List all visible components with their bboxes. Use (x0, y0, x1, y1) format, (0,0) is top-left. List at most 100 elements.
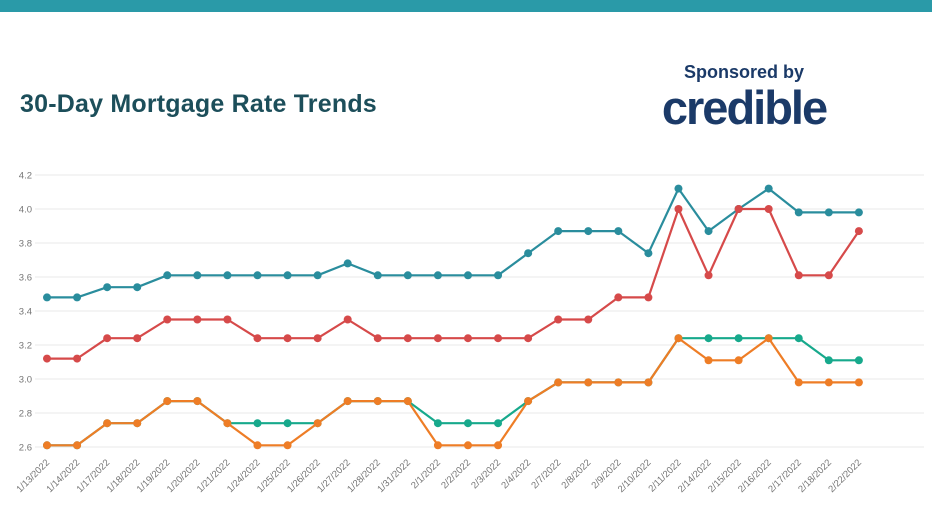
red-rate-point[interactable] (463, 334, 472, 343)
red-rate-point[interactable] (43, 354, 51, 363)
green-rate-point[interactable] (253, 419, 262, 428)
orange-rate-point[interactable] (253, 441, 262, 450)
orange-rate-point[interactable] (764, 334, 773, 343)
red-rate-point[interactable] (824, 271, 833, 280)
green-rate-point[interactable] (463, 419, 472, 428)
y-tick-label: 2.8 (19, 409, 32, 420)
orange-rate-point[interactable] (644, 378, 653, 387)
teal-rate-point[interactable] (223, 271, 232, 280)
orange-rate-point[interactable] (433, 441, 442, 450)
teal-rate-point[interactable] (524, 249, 533, 258)
orange-rate-point[interactable] (163, 397, 172, 406)
red-rate-point[interactable] (73, 354, 82, 363)
red-rate-point[interactable] (373, 334, 382, 343)
orange-rate-point[interactable] (373, 397, 382, 406)
red-rate-point[interactable] (193, 315, 202, 324)
gridlines (35, 174, 924, 448)
orange-rate-point[interactable] (854, 378, 863, 387)
teal-rate-point[interactable] (253, 271, 262, 280)
teal-rate-point[interactable] (704, 227, 713, 236)
red-rate-point[interactable] (674, 205, 683, 213)
orange-rate-point[interactable] (614, 378, 623, 387)
red-rate-point[interactable] (283, 334, 292, 343)
red-rate-point[interactable] (614, 293, 623, 302)
orange-rate-point[interactable] (43, 441, 51, 450)
red-rate-point[interactable] (734, 205, 743, 213)
teal-rate-point[interactable] (43, 293, 51, 302)
green-rate-point[interactable] (433, 419, 442, 428)
teal-rate-point[interactable] (824, 208, 833, 217)
green-rate-point[interactable] (854, 356, 863, 365)
orange-rate-point[interactable] (734, 356, 743, 365)
red-rate-point[interactable] (644, 293, 653, 302)
orange-rate-point[interactable] (794, 378, 803, 387)
green-rate-point[interactable] (824, 356, 833, 365)
teal-rate-point[interactable] (614, 227, 623, 236)
teal-rate-point[interactable] (343, 259, 352, 268)
red-rate-point[interactable] (133, 334, 142, 343)
teal-rate-point[interactable] (283, 271, 292, 280)
red-rate-point[interactable] (794, 271, 803, 280)
x-tick-label: 2/22/2022 (826, 457, 864, 495)
orange-rate-point[interactable] (103, 419, 112, 428)
teal-rate-point[interactable] (554, 227, 563, 236)
red-rate-point[interactable] (584, 315, 593, 324)
orange-rate-point[interactable] (824, 378, 833, 387)
orange-rate-point[interactable] (524, 397, 533, 406)
teal-rate-point[interactable] (764, 184, 773, 193)
red-rate-point[interactable] (704, 271, 713, 280)
teal-rate-point[interactable] (854, 208, 863, 217)
teal-rate-point[interactable] (313, 271, 322, 280)
orange-rate-point[interactable] (403, 397, 412, 406)
red-rate-point[interactable] (163, 315, 172, 324)
teal-rate-point[interactable] (794, 208, 803, 217)
teal-rate-point[interactable] (494, 271, 503, 280)
green-rate-point[interactable] (794, 334, 803, 343)
teal-rate-point[interactable] (103, 283, 112, 292)
green-rate-point[interactable] (283, 419, 292, 428)
orange-rate-point[interactable] (193, 397, 202, 406)
orange-rate-point[interactable] (133, 419, 142, 428)
orange-rate-point[interactable] (283, 441, 292, 450)
credible-logo[interactable]: credible (661, 81, 828, 134)
red-rate-point[interactable] (854, 227, 863, 236)
teal-rate-point[interactable] (373, 271, 382, 280)
teal-rate-point[interactable] (584, 227, 593, 236)
orange-rate-point[interactable] (343, 397, 352, 406)
orange-rate-point[interactable] (313, 419, 322, 428)
teal-rate-point[interactable] (433, 271, 442, 280)
orange-rate-point[interactable] (223, 419, 232, 428)
teal-rate-point[interactable] (403, 271, 412, 280)
red-rate-point[interactable] (494, 334, 503, 343)
teal-rate-point[interactable] (133, 283, 142, 292)
orange-rate-point[interactable] (73, 441, 82, 450)
red-rate-point[interactable] (403, 334, 412, 343)
orange-rate-point[interactable] (463, 441, 472, 450)
teal-rate-point[interactable] (463, 271, 472, 280)
red-rate-point[interactable] (223, 315, 232, 324)
teal-rate-point[interactable] (674, 184, 683, 193)
teal-rate-point[interactable] (193, 271, 202, 280)
red-rate-point[interactable] (524, 334, 533, 343)
red-rate-point[interactable] (103, 334, 112, 343)
green-rate-point[interactable] (734, 334, 743, 343)
green-rate-point[interactable] (494, 419, 503, 428)
teal-rate-point[interactable] (163, 271, 172, 280)
red-rate-point[interactable] (764, 205, 773, 213)
teal-rate-point[interactable] (73, 293, 82, 302)
red-rate-point[interactable] (313, 334, 322, 343)
y-tick-label: 3.0 (19, 375, 32, 386)
orange-rate-point[interactable] (554, 378, 563, 387)
orange-rate-point[interactable] (494, 441, 503, 450)
green-rate-point[interactable] (704, 334, 713, 343)
orange-rate-point[interactable] (704, 356, 713, 365)
red-rate-point[interactable] (343, 315, 352, 324)
red-rate-point[interactable] (554, 315, 563, 324)
orange-rate-point[interactable] (674, 334, 683, 343)
red-rate-point[interactable] (433, 334, 442, 343)
orange-rate-point[interactable] (584, 378, 593, 387)
sponsored-by-label: Sponsored by (683, 62, 804, 82)
teal-rate-point[interactable] (644, 249, 653, 258)
red-rate-point[interactable] (253, 334, 262, 343)
